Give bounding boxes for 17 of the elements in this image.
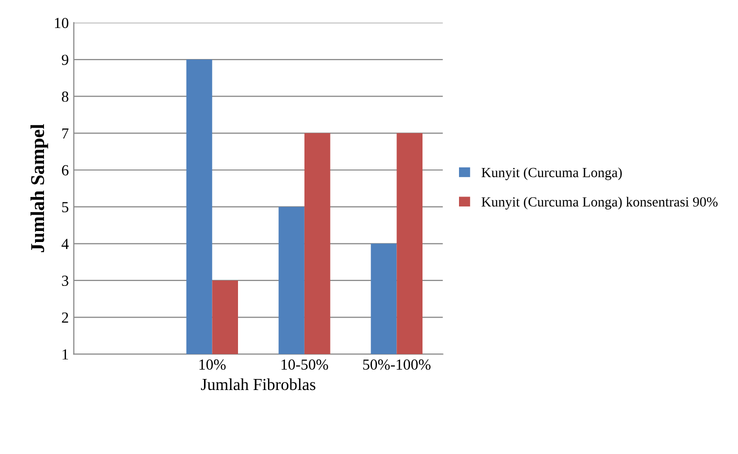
legend-label: Kunyit (Curcuma Longa)	[482, 167, 622, 180]
x-tick-label: 50%-100%	[363, 359, 431, 370]
legend-label: Kunyit (Curcuma Longa) konsentrasi 90%	[482, 196, 718, 210]
y-tick-label: 1	[62, 349, 68, 360]
y-tick-label: 6	[62, 165, 68, 176]
y-tick-label: 10	[55, 18, 68, 28]
y-tick-label: 4	[62, 238, 69, 249]
y-tick-label: 9	[62, 54, 68, 65]
x-axis-title: Jumlah Fibroblas	[201, 378, 316, 390]
y-tick-label: 8	[62, 91, 68, 102]
x-tick-label: 10%	[200, 359, 226, 370]
y-tick-label: 7	[62, 128, 68, 138]
y-tick-label: 5	[62, 202, 68, 212]
y-axis-title: Jumlah Sampel	[30, 124, 48, 252]
x-tick-label: 10-50%	[282, 359, 328, 370]
y-tick-label: 2	[62, 312, 68, 323]
y-tick-label: 3	[62, 276, 68, 286]
